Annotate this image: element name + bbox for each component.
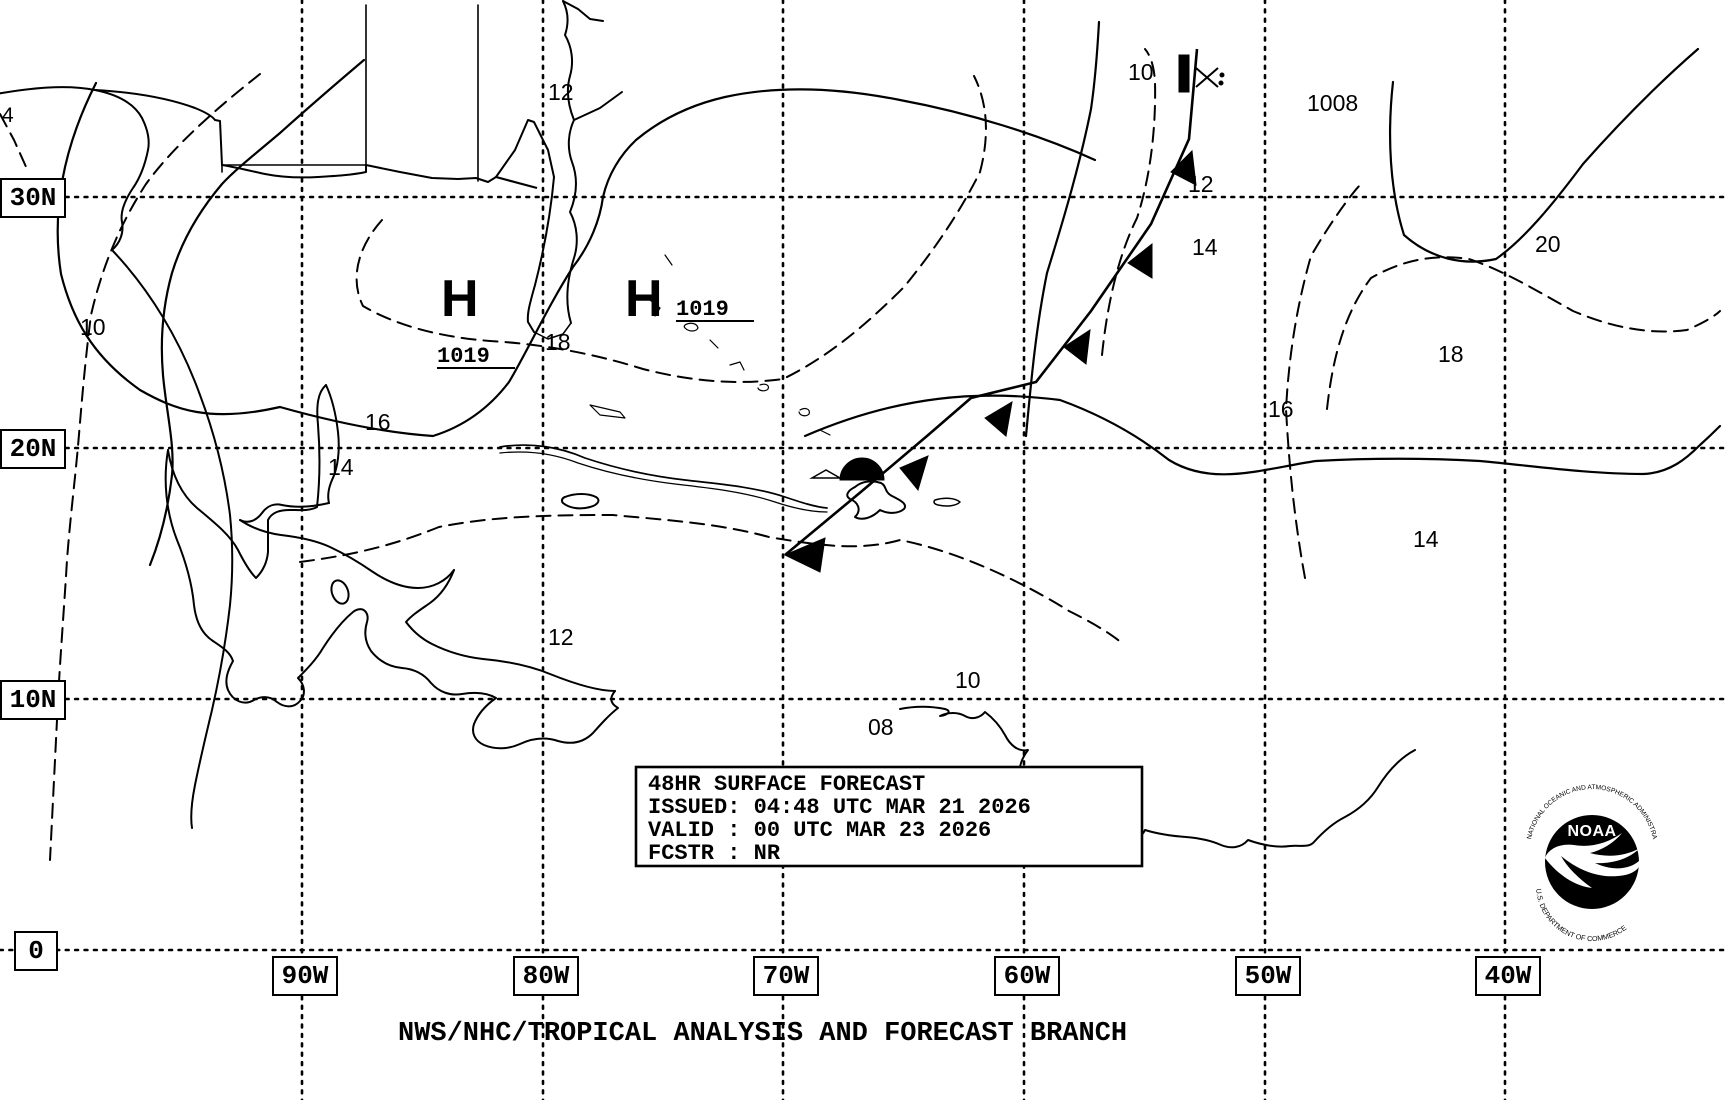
svg-text:10: 10 [80,314,106,340]
svg-text:12: 12 [548,79,574,105]
svg-text:1008: 1008 [1307,90,1358,116]
svg-text:12: 12 [548,624,574,650]
svg-text:4: 4 [2,104,14,127]
svg-text:10: 10 [955,667,981,693]
svg-text:20: 20 [1535,231,1561,257]
svg-text:NOAA: NOAA [1567,823,1616,840]
svg-text:14: 14 [328,454,354,480]
svg-text:FCSTR : NR: FCSTR : NR [648,841,781,866]
svg-text:48HR SURFACE FORECAST: 48HR SURFACE FORECAST [648,772,925,797]
svg-text:18: 18 [545,329,571,355]
svg-text:ISSUED: 04:48 UTC MAR 21 2026: ISSUED: 04:48 UTC MAR 21 2026 [648,795,1031,820]
svg-text:14: 14 [1413,526,1439,552]
svg-text:VALID : 00 UTC MAR 23 2026: VALID : 00 UTC MAR 23 2026 [648,818,991,843]
svg-text:12: 12 [1188,171,1214,197]
svg-text:1019: 1019 [437,344,490,369]
svg-text:H: H [441,270,479,328]
svg-text:NWS/NHC/TROPICAL ANALYSIS AND: NWS/NHC/TROPICAL ANALYSIS AND FORECAST B… [398,1019,1127,1049]
svg-text:16: 16 [365,409,391,435]
svg-text:10: 10 [1128,59,1154,85]
svg-text:1019: 1019 [676,297,729,322]
svg-text:08: 08 [868,714,894,740]
svg-text:H: H [625,270,663,328]
svg-text:14: 14 [1192,234,1218,260]
svg-text:16: 16 [1268,396,1294,422]
svg-text:18: 18 [1438,341,1464,367]
